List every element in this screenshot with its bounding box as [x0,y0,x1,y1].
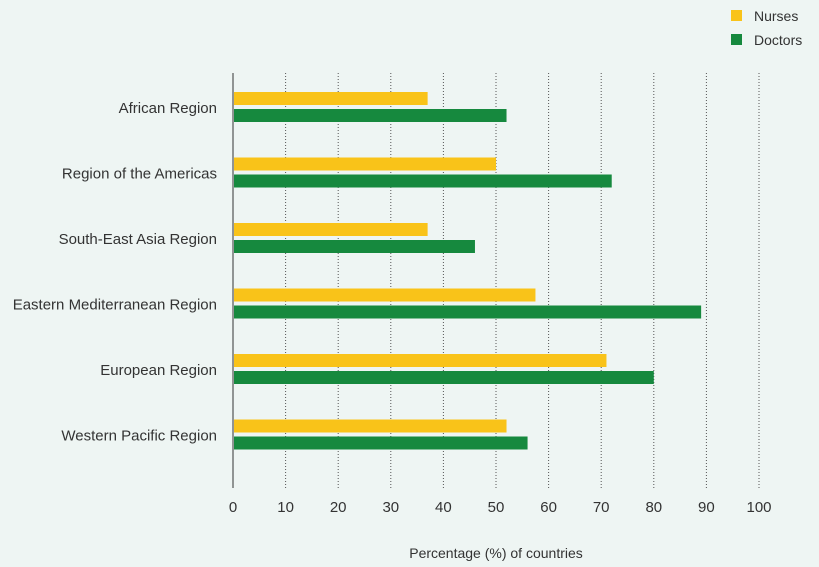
category-label: European Region [100,362,217,379]
bar-nurses [234,92,428,105]
x-tick-label: 70 [593,499,610,516]
bar-nurses [234,419,507,433]
legend-label-doctors: Doctors [754,32,802,48]
legend: Nurses Doctors [731,8,802,48]
legend-label-nurses: Nurses [754,8,798,24]
x-tick-label: 10 [277,499,294,516]
x-tick-labels: 0 10 20 30 40 50 60 70 80 90 100 [229,499,772,516]
category-label: Eastern Mediterranean Region [13,297,217,314]
bar-doctors [234,174,612,188]
x-tick-label: 90 [698,499,715,516]
category-labels: African Region Region of the Americas Sout… [13,100,217,445]
category-label: African Region [119,100,217,117]
bar-nurses [234,288,536,302]
bar-doctors [234,109,507,122]
x-tick-label: 30 [382,499,399,516]
category-label: Western Pacific Region [61,428,217,445]
bar-nurses [234,223,428,236]
x-tick-label: 0 [229,499,237,516]
x-tick-label: 50 [488,499,505,516]
grid-lines [285,73,760,488]
bar-nurses [234,354,607,367]
bar-doctors [234,305,702,319]
bar-doctors [234,436,528,450]
bar-nurses [234,157,496,171]
bar-doctors [234,240,475,253]
category-label: Region of the Americas [62,166,217,183]
x-tick-label: 100 [746,499,771,516]
x-tick-label: 80 [645,499,662,516]
legend-swatch-nurses [731,10,742,21]
legend-swatch-doctors [731,34,742,45]
x-axis-title: Percentage (%) of countries [409,545,583,561]
x-tick-label: 60 [540,499,557,516]
bars [234,92,702,450]
x-tick-label: 40 [435,499,452,516]
x-tick-label: 20 [330,499,347,516]
category-label: South-East Asia Region [59,231,217,248]
bar-doctors [234,371,654,384]
